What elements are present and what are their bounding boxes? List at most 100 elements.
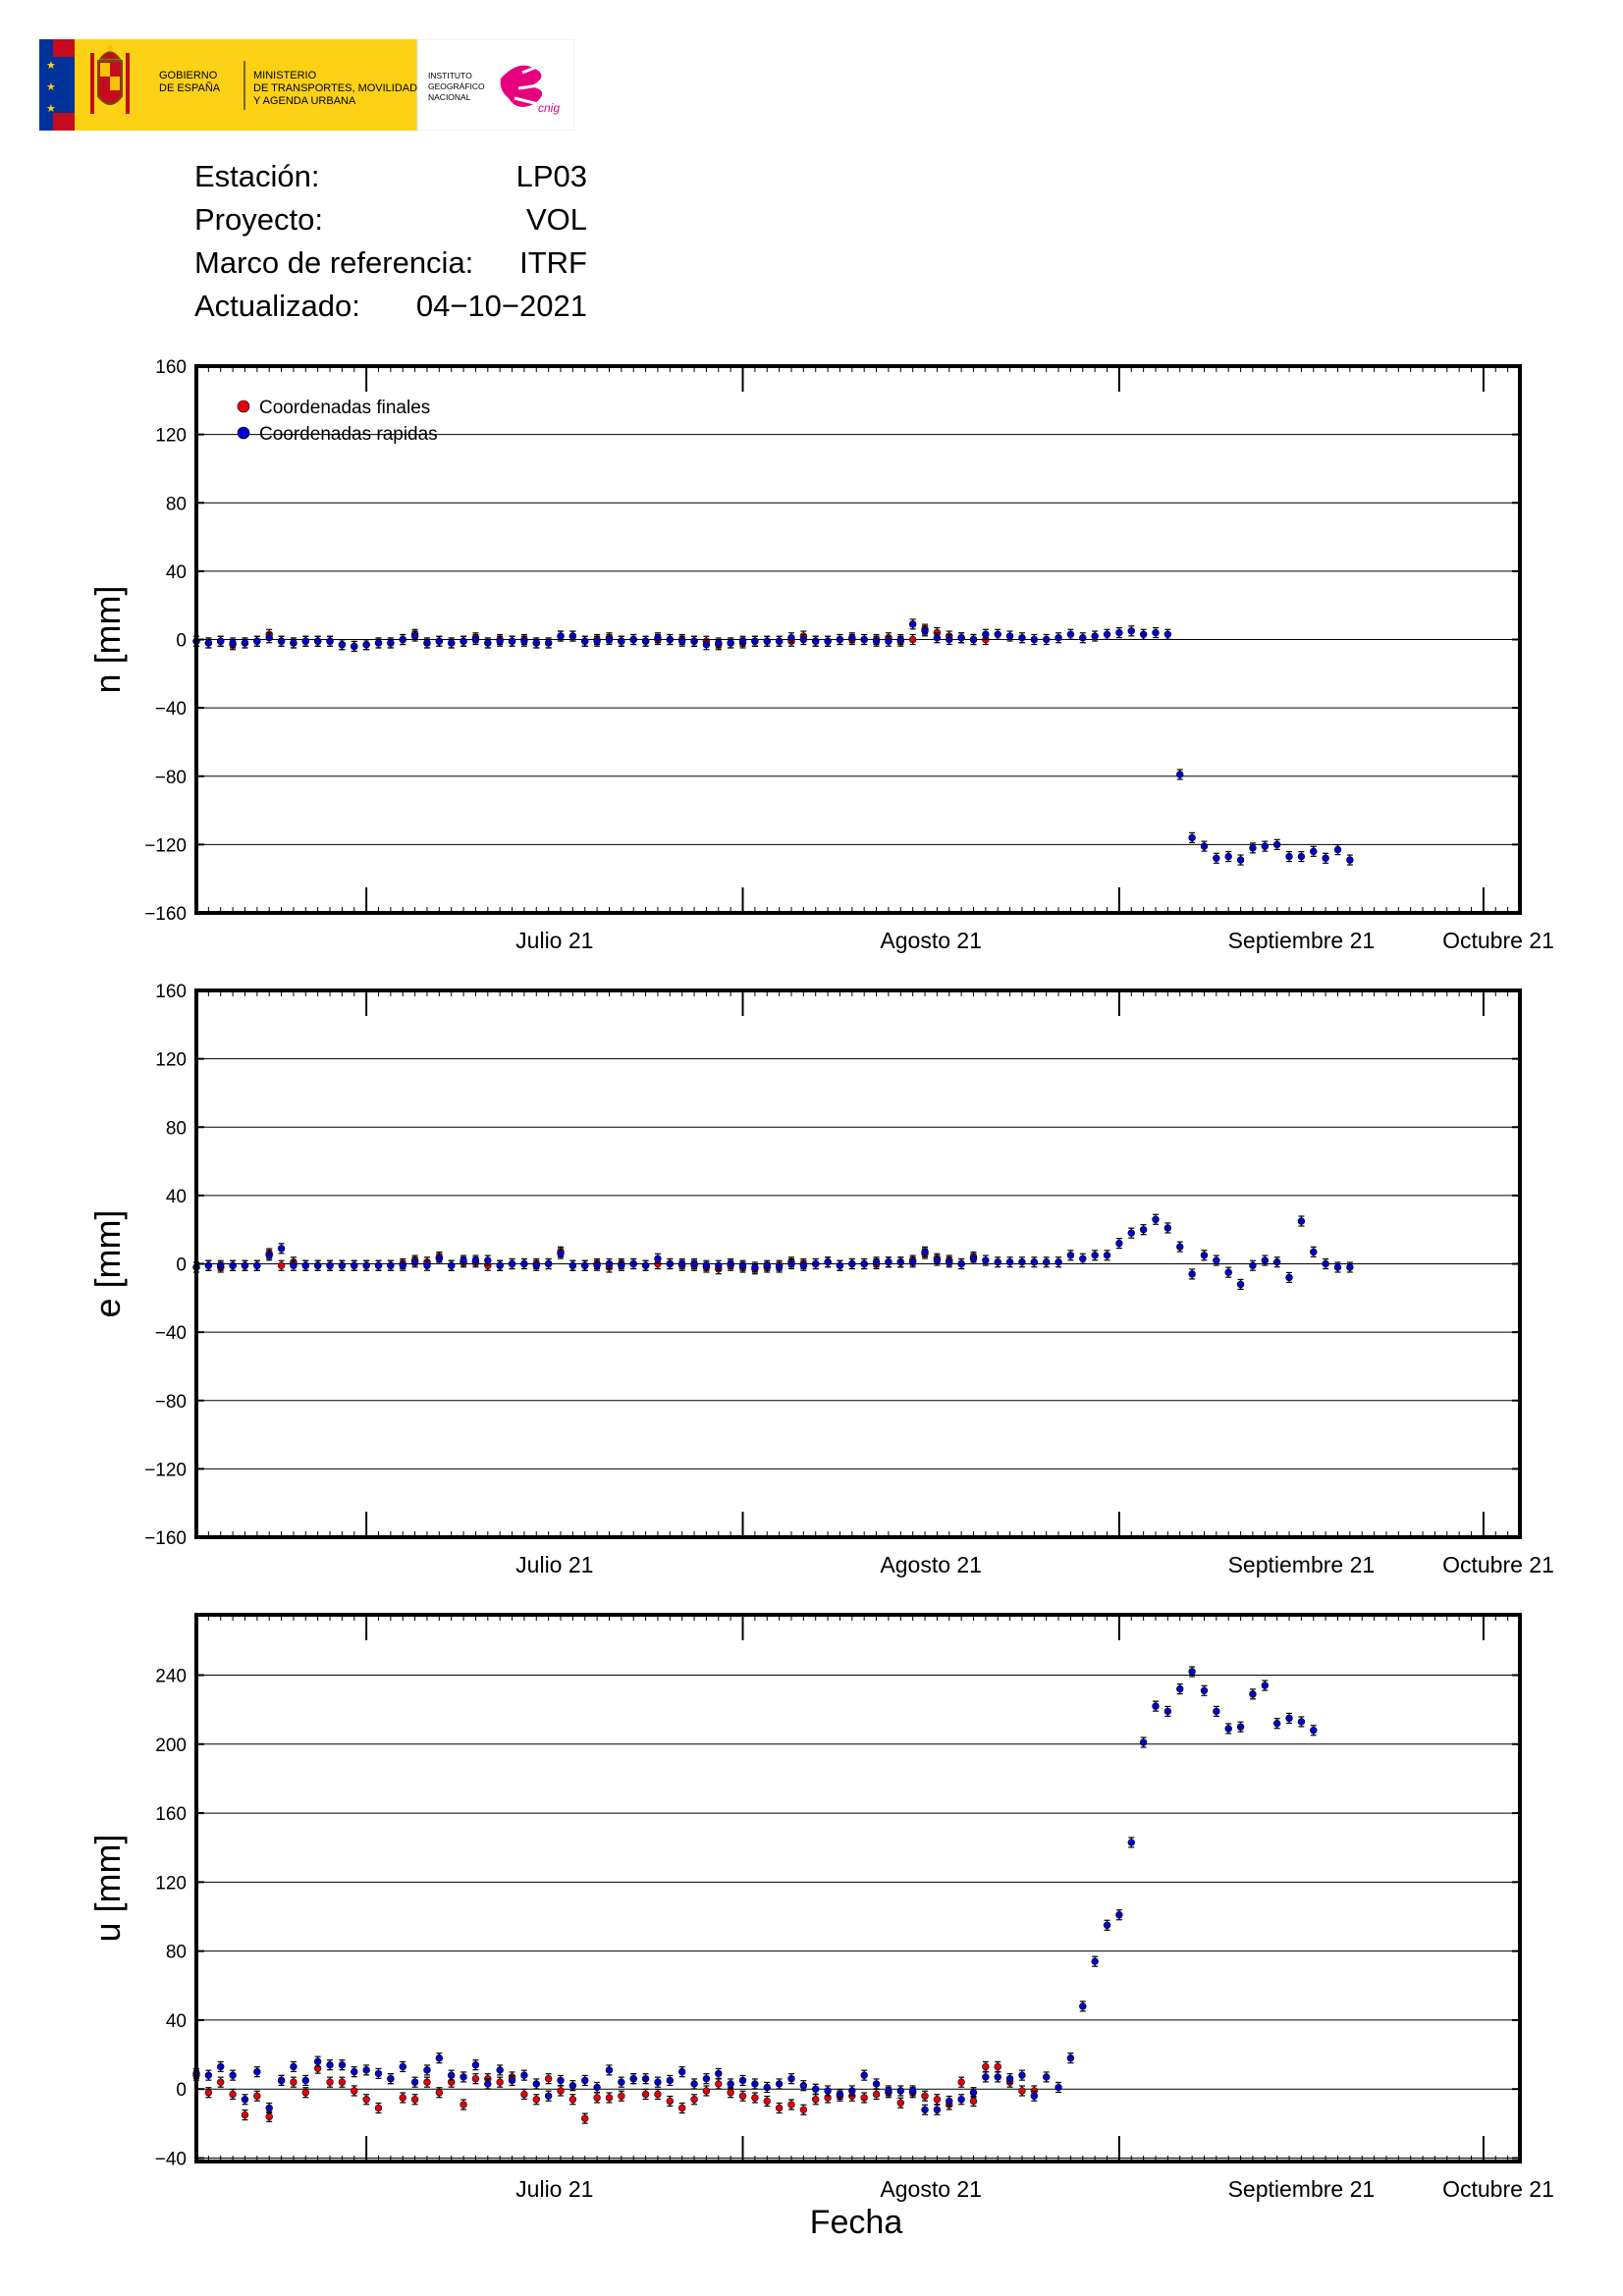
data-point	[641, 2090, 650, 2099]
x-tick-label: Octubre 21	[1442, 2176, 1554, 2202]
data-point	[1115, 1239, 1123, 1248]
data-point	[1224, 852, 1232, 861]
data-point	[1139, 1738, 1148, 1746]
data-point	[1103, 1921, 1111, 1929]
y-tick-label: 160	[155, 982, 187, 1002]
data-point	[241, 639, 249, 647]
y-tick-label: 240	[155, 1666, 187, 1686]
data-point	[520, 2071, 528, 2079]
data-point	[1236, 1280, 1245, 1289]
data-point	[1261, 1256, 1269, 1264]
data-point	[1346, 1263, 1354, 1271]
gobierno-line-2: DE ESPAÑA	[159, 81, 221, 94]
data-point	[908, 1258, 917, 1266]
data-point	[654, 2090, 662, 2099]
info-value: LP03	[515, 159, 587, 193]
data-point	[1127, 627, 1135, 635]
data-point	[1103, 1252, 1111, 1259]
data-point	[969, 635, 978, 644]
y-tick-label: −40	[155, 699, 187, 720]
data-point	[290, 1261, 298, 1269]
data-point	[1213, 1707, 1220, 1716]
data-point	[471, 635, 480, 644]
data-point	[1322, 1259, 1329, 1268]
data-point	[994, 1258, 1001, 1266]
data-point	[618, 637, 625, 645]
info-label: Estación:	[194, 159, 320, 193]
data-point	[410, 2078, 419, 2086]
data-point	[824, 1258, 832, 1266]
data-point	[362, 641, 370, 649]
plot-frame	[194, 1613, 1522, 2163]
data-point	[824, 2087, 832, 2095]
data-point	[593, 2083, 601, 2092]
data-point	[290, 2062, 298, 2071]
data-point	[738, 637, 747, 645]
data-point	[1005, 1258, 1014, 1266]
data-point	[921, 627, 929, 635]
data-point	[1188, 1668, 1196, 1676]
data-point	[399, 1261, 406, 1269]
data-point	[362, 2066, 370, 2074]
data-point	[994, 2073, 1001, 2081]
data-point	[326, 1261, 334, 1269]
y-tick-label: 80	[166, 1943, 187, 1963]
data-point	[410, 632, 419, 640]
data-point	[1103, 630, 1111, 638]
data-point	[751, 1263, 759, 1271]
y-tick-label: 40	[166, 2011, 187, 2032]
plot-frame	[194, 988, 1522, 1539]
data-point	[301, 637, 310, 645]
x-tick-label: Agosto 21	[880, 2176, 982, 2202]
data-point	[836, 1261, 844, 1269]
data-point	[1115, 628, 1123, 637]
x-tick-label: Octubre 21	[1442, 1552, 1554, 1577]
data-point	[593, 2094, 601, 2102]
data-point	[933, 1256, 942, 1264]
y-tick-label: 0	[176, 1255, 187, 1276]
data-point	[1310, 847, 1318, 856]
data-point	[715, 2069, 723, 2078]
info-label: Actualizado:	[194, 289, 360, 323]
chart-panel-e: 160 120 80 40 0 −40 −80 −120 −160 Julio 21 Agosto …	[87, 982, 1554, 1577]
data-point	[1188, 1270, 1196, 1278]
y-tick-label: 40	[166, 1187, 187, 1207]
data-point	[338, 1261, 347, 1269]
data-point	[387, 639, 395, 647]
data-point	[1042, 1258, 1051, 1266]
data-point	[812, 2085, 820, 2093]
data-point	[351, 642, 358, 651]
data-point	[896, 2099, 904, 2107]
data-point	[1333, 1263, 1342, 1271]
data-point	[836, 635, 844, 644]
info-row-estacion: Estación: LP03	[194, 155, 587, 198]
data-point	[1091, 1252, 1099, 1259]
data-point	[1272, 1258, 1281, 1266]
data-point	[885, 1258, 893, 1266]
data-point	[460, 1256, 467, 1264]
data-point	[1005, 632, 1014, 640]
data-point	[204, 1261, 213, 1269]
data-point	[277, 2076, 286, 2085]
data-point	[277, 637, 286, 645]
data-point	[581, 2076, 589, 2085]
y-tick-label: −160	[144, 1528, 187, 1549]
data-point	[423, 639, 431, 647]
data-point	[921, 2106, 929, 2113]
data-point	[1261, 842, 1269, 850]
data-point	[253, 2092, 261, 2100]
x-tick-label: Septiembre 21	[1228, 1552, 1376, 1577]
data-point	[1261, 1682, 1269, 1689]
data-point	[217, 637, 225, 645]
data-point	[241, 2096, 249, 2104]
data-point	[812, 1259, 820, 1268]
data-point	[751, 2080, 759, 2088]
chart-panel-n: 160 120 80 40 0 −40 −80 −120 −160 Julio 21 Agosto …	[87, 357, 1554, 953]
y-axis-label: u [mm]	[87, 1834, 128, 1942]
data-point	[471, 1256, 480, 1264]
data-point	[908, 620, 917, 628]
info-row-actualizado: Actualizado: 04−10−2021	[194, 285, 587, 328]
data-point	[362, 2096, 370, 2104]
data-point	[1213, 1256, 1220, 1264]
data-point	[727, 2080, 734, 2088]
